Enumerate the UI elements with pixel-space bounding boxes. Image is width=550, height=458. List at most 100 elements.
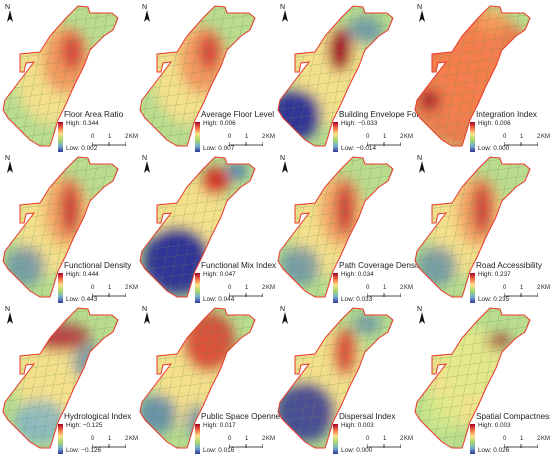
scale-label: 0 [503,134,507,140]
legend: High: 0.034 Low: 0.033 [333,271,393,307]
scale-bar: 0 1 2 KM [91,436,138,450]
svg-text:N: N [5,306,10,313]
north-arrow-icon: N [415,304,429,326]
legend: High: 0.444 Low: 0.443 [58,271,118,307]
panel-title: Integration Index [476,110,537,119]
legend: High: −0.125 Low: −0.126 [58,422,118,458]
legend-high-label: High: 0.344 [66,120,99,127]
scale-label: 2 [125,436,129,442]
scale-label: KM [541,134,550,140]
scale-label: 1 [520,436,524,442]
map-panel: N Road Accessibility High: 0.237 Low: 0.235… [412,151,550,303]
color-ramp [470,122,475,152]
legend-low-label: Low: 0.235 [478,296,510,303]
heatmap-map [414,307,531,449]
color-ramp [333,424,338,454]
north-arrow-icon: N [140,2,154,24]
color-ramp [195,273,200,303]
panel-title: Average Floor Level [201,110,275,119]
north-arrow-icon: N [3,304,17,326]
panel-title: Floor Area Ratio [64,110,124,119]
legend-high-label: High: 0.017 [203,422,236,429]
legend-high-label: High: 0.003 [341,422,374,429]
scale-bar: 0 1 2 KM [366,134,413,148]
map-panel: N Functional Mix Index High: 0.047 Low: 0.0… [137,151,277,303]
legend-low-label: Low: 0.002 [66,145,98,152]
scale-bar: 0 1 2 KM [228,285,275,299]
color-ramp [195,122,200,152]
color-ramp [58,424,63,454]
panel-title: Functional Mix Index [201,261,277,270]
panel-title: Hydrological Index [64,412,132,421]
scale-label: KM [266,285,275,291]
legend: High: 0.006 Low: 0.000 [470,120,530,156]
scale-label: KM [266,436,275,442]
scale-label: KM [404,436,413,442]
svg-text:N: N [417,155,422,162]
panel-title: Public Space Openness [201,412,289,421]
legend-high-label: High: 0.003 [478,422,511,429]
legend-low-label: Low: 0.000 [341,447,373,454]
legend-high-label: High: 0.237 [478,271,511,278]
map-panel: N Path Coverage Density High: 0.034 Low: 0.… [275,151,423,303]
color-ramp [333,122,338,152]
map-panel: N Hydrological Index High: −0.125 Low: −0.1… [0,302,138,454]
scale-label: 0 [228,134,232,140]
scale-label: KM [129,134,138,140]
north-arrow-icon: N [140,304,154,326]
scale-label: 2 [262,285,266,291]
scale-label: 2 [537,134,541,140]
legend-high-label: High: 0.006 [203,120,236,127]
scale-label: 2 [125,285,129,291]
scale-label: 0 [503,285,507,291]
legend-low-label: Low: 0.044 [203,296,235,303]
scale-label: 1 [245,436,249,442]
north-arrow-icon: N [278,2,292,24]
scale-label: 0 [91,436,95,442]
color-ramp [195,424,200,454]
scale-bar: 0 1 2 KM [228,134,275,148]
heatmap-map [414,5,531,147]
legend-high-label: High: 0.444 [66,271,99,278]
scale-label: 2 [537,436,541,442]
scale-label: 2 [400,436,404,442]
scale-label: 0 [366,436,370,442]
svg-text:N: N [5,4,10,11]
map-panel: N Functional Density High: 0.444 Low: 0.443… [0,151,138,303]
map-panel: N Average Floor Level High: 0.006 Low: 0.00… [137,0,275,152]
map-panel: N Public Space Openness High: 0.017 Low: 0.… [137,302,288,454]
scale-label: KM [129,436,138,442]
legend-low-label: Low: 0.000 [478,145,510,152]
scale-label: 0 [503,436,507,442]
svg-text:N: N [5,155,10,162]
legend-high-label: High: 0.047 [203,271,236,278]
north-arrow-icon: N [415,2,429,24]
svg-text:N: N [280,155,285,162]
scale-bar: 0 1 2 KM [366,436,413,450]
color-ramp [333,273,338,303]
color-ramp [470,424,475,454]
scale-label: KM [404,134,413,140]
scale-bar: 0 1 2 KM [503,134,550,148]
scale-label: 2 [400,285,404,291]
scale-label: 2 [262,134,266,140]
legend-low-label: Low: −0.014 [341,145,376,152]
legend: High: −0.033 Low: −0.014 [333,120,393,156]
map-panel: N Building Envelope Form High: −0.033 Low: … [275,0,426,152]
svg-text:N: N [142,4,147,11]
north-arrow-icon: N [278,304,292,326]
heatmap-map [2,156,119,298]
scale-label: 1 [520,134,524,140]
legend: High: 0.344 Low: 0.002 [58,120,118,156]
scale-label: KM [129,285,138,291]
scale-bar: 0 1 2 KM [228,436,275,450]
scale-bar: 0 1 2 KM [91,134,138,148]
scale-label: 1 [383,134,387,140]
scale-label: 0 [91,134,95,140]
legend-low-label: Low: 0.443 [66,296,98,303]
scale-label: 0 [228,436,232,442]
panel-title: Road Accessibility [476,261,542,270]
scale-label: KM [541,436,550,442]
north-arrow-icon: N [3,2,17,24]
